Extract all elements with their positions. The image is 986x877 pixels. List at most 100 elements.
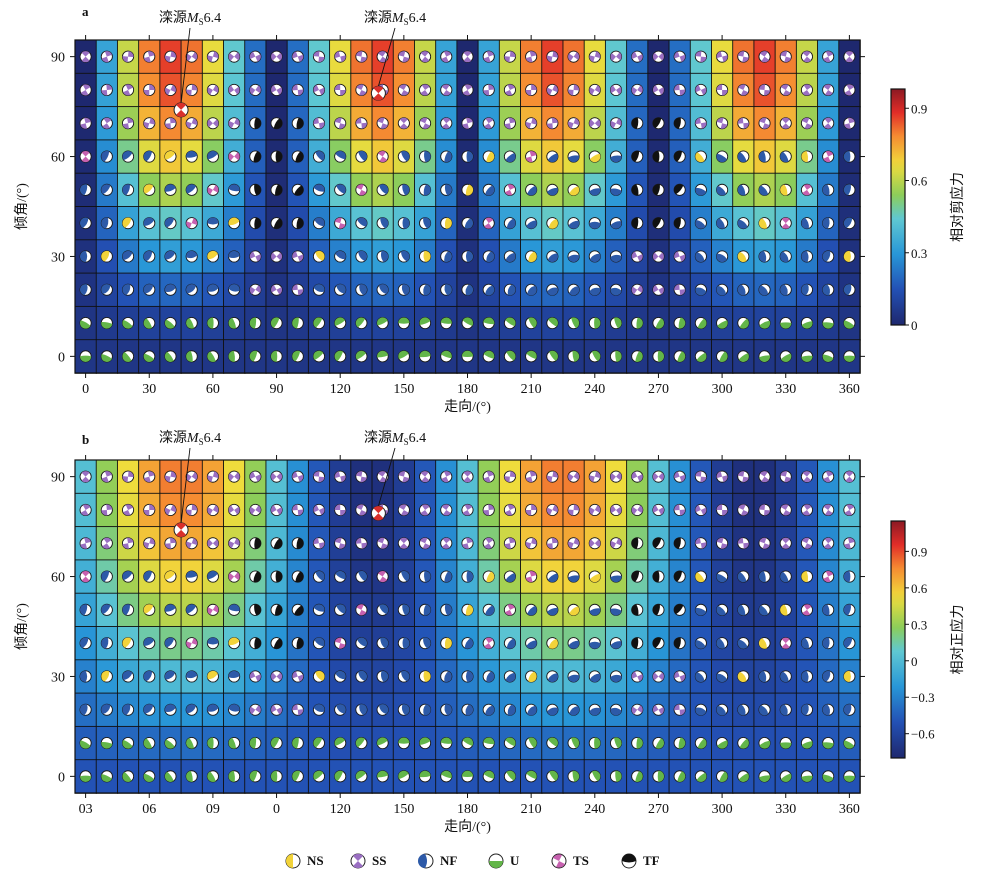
beachball-fill <box>207 737 214 749</box>
beachball-fill <box>780 322 792 329</box>
beachball-fill <box>356 604 367 616</box>
beachball-fill <box>483 317 495 325</box>
beachball-fill <box>377 317 388 326</box>
event-beachball-fill <box>373 86 384 101</box>
beachball-fill <box>122 637 132 648</box>
beachball-fill <box>568 84 580 96</box>
beachball-fill <box>292 704 304 716</box>
beachball-fill <box>716 285 727 296</box>
beachball-fill <box>101 51 113 63</box>
beachball-fill <box>296 117 304 129</box>
beachball-fill <box>444 251 452 263</box>
beachball-fill <box>420 51 430 63</box>
beachball-fill <box>379 184 389 195</box>
beachball-fill <box>484 637 494 649</box>
beachball-fill <box>780 471 792 483</box>
beachball-fill <box>207 539 219 548</box>
beachball-fill <box>122 51 134 63</box>
beachball-fill <box>549 350 558 361</box>
legend-label-tf: TF <box>643 853 660 868</box>
beachball-fill <box>737 284 746 296</box>
beachball-fill <box>652 704 664 715</box>
beachball-fill <box>80 704 88 716</box>
beachball-fill <box>525 51 537 63</box>
beachball-fill <box>822 670 831 682</box>
beachball-fill <box>207 284 219 292</box>
beachball-fill <box>507 704 516 716</box>
beachball-fill <box>506 638 516 649</box>
beachball-fill <box>122 151 133 161</box>
beachball-fill <box>380 670 389 682</box>
beachball-fill <box>164 51 176 63</box>
beachball-fill <box>207 317 214 329</box>
beachball-fill <box>716 638 725 649</box>
beachball-fill <box>80 740 91 749</box>
beachball-fill <box>483 84 495 96</box>
beachball-fill <box>123 504 134 516</box>
beachball-fill <box>568 254 580 263</box>
beachball-fill <box>143 704 154 714</box>
beachball-fill <box>402 604 410 616</box>
beachball-fill <box>80 355 92 362</box>
beachball-fill <box>101 670 110 682</box>
beachball-fill <box>249 737 257 749</box>
beachball-fill <box>802 604 812 616</box>
beachball-fill <box>401 571 410 582</box>
beachball-fill <box>357 637 368 647</box>
beachball-fill <box>569 706 580 716</box>
beachball-fill <box>207 185 219 195</box>
beachball-fill <box>271 85 283 95</box>
beachball-fill <box>101 150 110 162</box>
beachball-fill <box>401 704 410 716</box>
beachball-fill <box>506 350 516 361</box>
y-tick-label: 30 <box>51 250 65 265</box>
beachball-fill <box>719 771 728 782</box>
legend-item-tf: TF <box>621 850 660 872</box>
beachball-fill <box>164 150 176 160</box>
beachball-fill <box>568 640 580 649</box>
beachball-fill <box>780 251 789 262</box>
annotation-leader <box>377 447 396 507</box>
beachball-fill <box>610 155 622 163</box>
beachball-fill <box>143 151 153 162</box>
beachball-fill <box>423 704 431 716</box>
beachball-fill <box>759 117 770 129</box>
beachball-fill <box>610 188 622 196</box>
figure-canvas: 0 30 60 90 120 150 180 210 240 270 300 330 360走向/(°)… <box>14 4 966 835</box>
annotation-label: 滦源MS6.4 <box>159 10 221 27</box>
beachball-fill <box>465 284 474 296</box>
beachball-fill <box>101 637 109 649</box>
beachball-fill <box>420 537 431 549</box>
beachball-fill <box>315 250 325 261</box>
beachball-fill <box>423 184 431 196</box>
x-tick-label: 0 <box>82 382 89 397</box>
beachball-fill <box>164 704 176 712</box>
beachball-fill <box>101 84 113 96</box>
beachball-fill <box>420 504 430 516</box>
beachball-fill <box>379 704 389 715</box>
beachball-fill <box>398 317 410 324</box>
beachball-fill <box>695 672 705 683</box>
beachball-fill <box>674 84 686 96</box>
beachball-fill <box>143 284 154 294</box>
beachball-fill <box>143 353 155 362</box>
beachball-fill <box>164 537 176 549</box>
beachball-fill <box>296 217 304 229</box>
beachball-fill <box>485 605 495 616</box>
beachball-fill <box>462 84 473 96</box>
beachball-fill <box>207 771 216 782</box>
beachball-fill <box>635 351 643 362</box>
beachball-fill <box>674 537 681 549</box>
beachball-fill <box>81 471 90 483</box>
beachball-fill <box>631 285 643 295</box>
beachball-fill <box>716 253 727 263</box>
beachball-fill <box>758 151 766 163</box>
colorbar-tick-label: 0.6 <box>911 581 928 596</box>
beachball-fill <box>822 217 830 229</box>
beachball-fill <box>759 285 769 296</box>
beachball-fill <box>80 84 91 96</box>
beachball-fill <box>401 670 410 682</box>
beachball-fill <box>695 707 707 716</box>
beachball-fill <box>292 317 299 329</box>
x-tick-label: 330 <box>775 802 796 817</box>
